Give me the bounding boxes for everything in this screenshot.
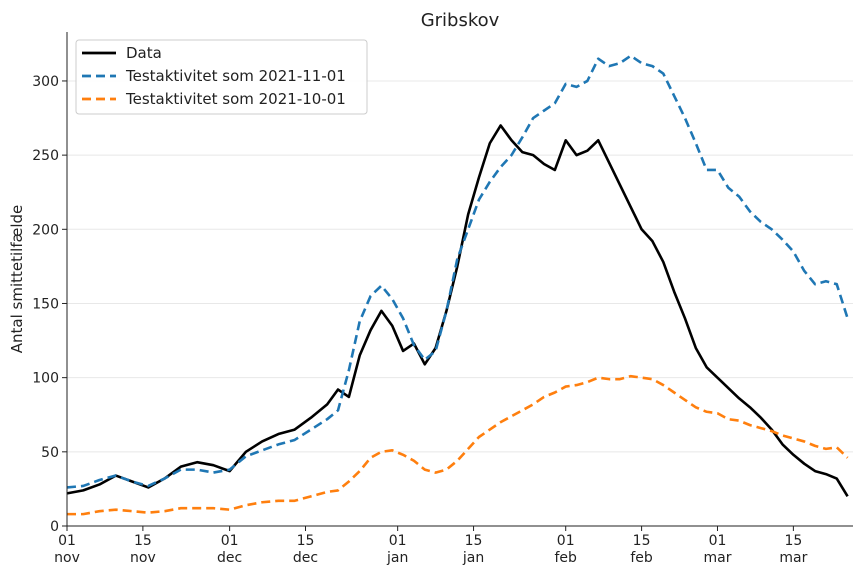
x-tick-label-day: 01 [557,533,575,549]
y-tick-label: 150 [32,296,59,312]
x-tick-label-day: 15 [784,533,802,549]
x-tick-label-month: mar [703,550,731,566]
y-tick-label: 300 [32,74,59,90]
x-tick-label-month: feb [554,550,577,566]
x-tick-label-month: jan [386,550,408,566]
x-tick-label-day: 01 [709,533,727,549]
series-line-2 [67,374,849,516]
y-axis-title: Antal smittetilfælde [8,205,26,354]
x-tick-label-month: nov [54,550,80,566]
axes-layer [66,32,853,527]
series-line-1 [66,54,849,489]
x-tick-label-day: 15 [465,533,483,549]
x-tick-label-day: 15 [633,533,651,549]
y-tick-label: 0 [50,519,59,535]
x-tick-label-month: feb [630,550,653,566]
chart-title: Gribskov [421,10,500,31]
ticks-layer: 05010015020025030001nov15nov01dec15dec01… [32,74,807,566]
x-tick-label-day: 15 [297,533,315,549]
legend-label-data: Data [126,44,162,62]
legend: Data Testaktivitet som 2021-11-01 Testak… [75,39,368,115]
x-tick-label-day: 15 [134,533,152,549]
x-tick-label-month: dec [293,550,318,566]
series-layer [66,54,849,516]
x-tick-label-month: nov [130,550,156,566]
legend-box [75,39,368,115]
legend-label-test-2021-11-01: Testaktivitet som 2021-11-01 [125,67,346,85]
x-tick-label-day: 01 [221,533,239,549]
legend-label-test-2021-10-01: Testaktivitet som 2021-10-01 [125,90,346,108]
y-tick-label: 50 [41,445,59,461]
x-tick-label-day: 01 [389,533,407,549]
series-line-0 [66,124,849,498]
y-tick-label: 100 [32,371,59,387]
x-tick-label-month: dec [217,550,242,566]
y-tick-label: 200 [32,222,59,238]
y-tick-label: 250 [32,148,59,164]
x-tick-label-month: mar [779,550,807,566]
x-tick-label-month: jan [462,550,484,566]
x-tick-label-day: 01 [58,533,76,549]
